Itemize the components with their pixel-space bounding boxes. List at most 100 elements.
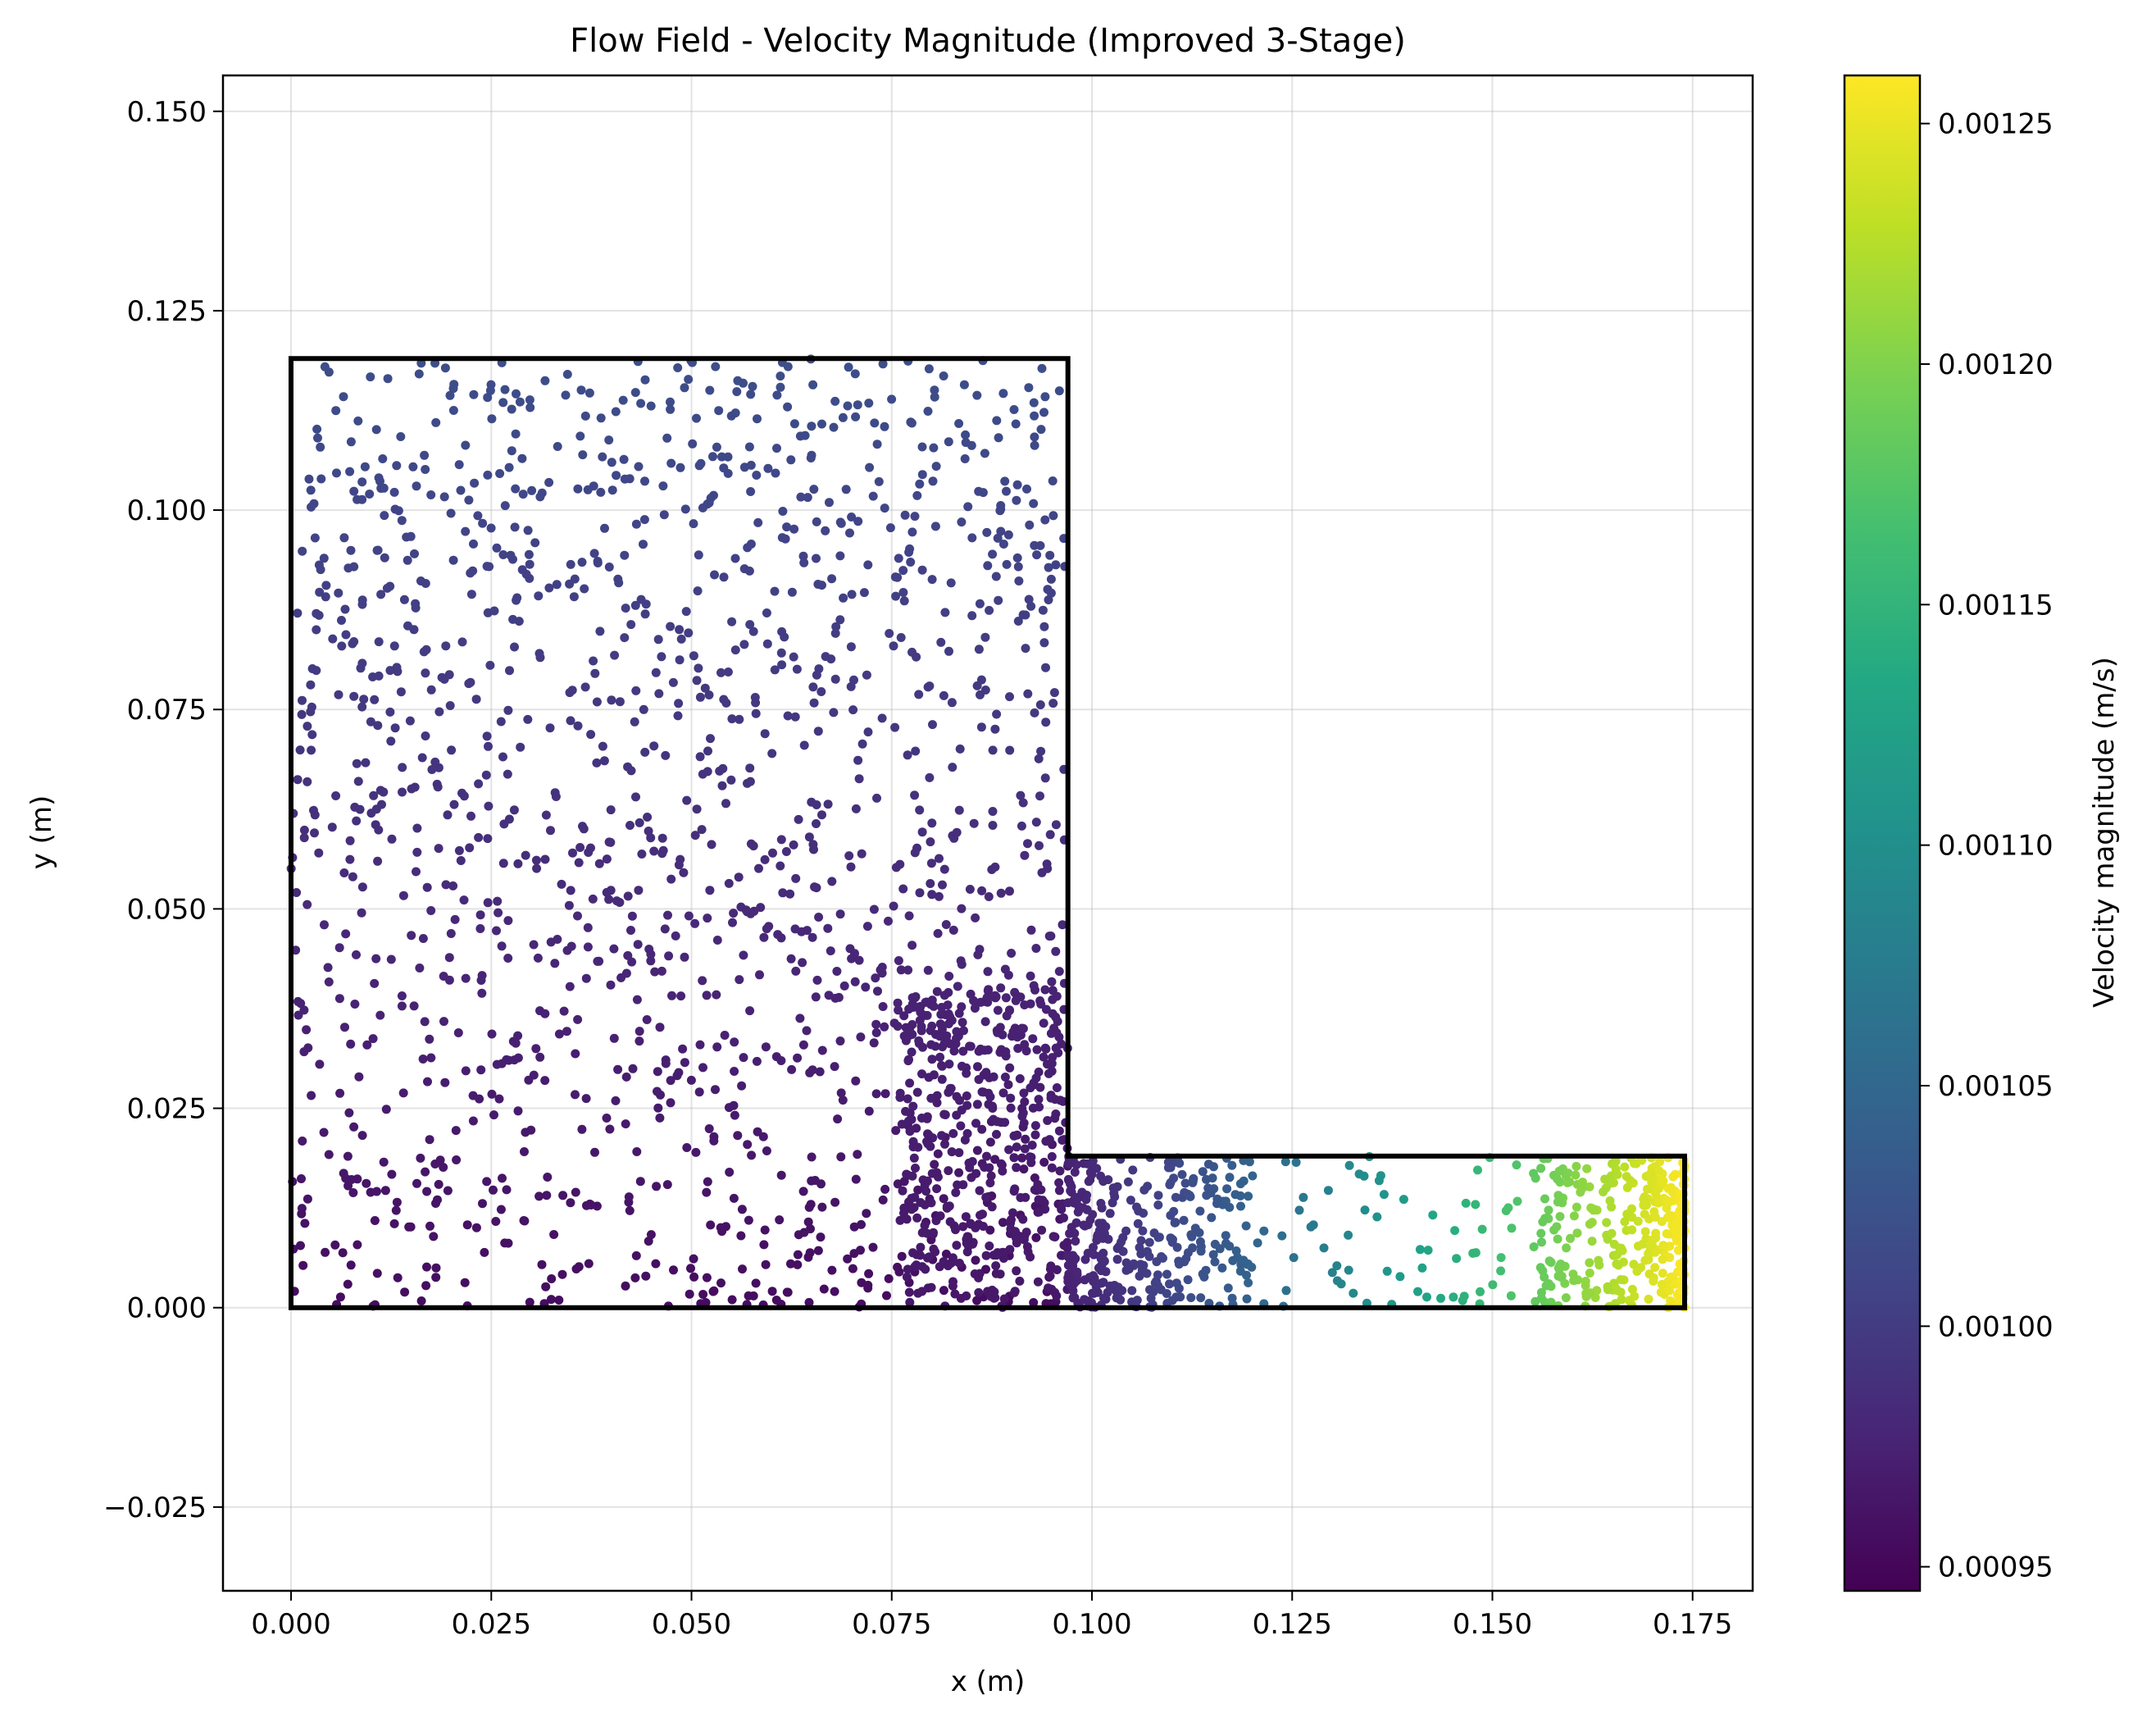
scatter-point xyxy=(925,772,935,782)
scatter-point xyxy=(1195,1206,1205,1216)
scatter-point xyxy=(853,1150,862,1159)
scatter-point xyxy=(666,874,676,884)
scatter-point xyxy=(426,490,436,499)
scatter-point xyxy=(1058,1096,1068,1106)
scatter-point xyxy=(908,1248,917,1258)
scatter-point xyxy=(566,941,576,951)
scatter-point xyxy=(930,1041,940,1051)
scatter-point xyxy=(1248,1171,1258,1181)
scatter-point xyxy=(994,595,1003,605)
scatter-point xyxy=(484,801,494,811)
scatter-point xyxy=(1054,1186,1064,1196)
scatter-point xyxy=(316,442,325,452)
scatter-point xyxy=(896,965,906,975)
scatter-point xyxy=(960,454,970,463)
scatter-point xyxy=(874,476,884,486)
scatter-point xyxy=(430,757,440,767)
scatter-point xyxy=(1037,1225,1047,1235)
scatter-point xyxy=(343,1181,353,1191)
scatter-point xyxy=(776,382,785,392)
scatter-point xyxy=(489,1110,498,1120)
scatter-point xyxy=(895,1088,905,1098)
scatter-point xyxy=(1012,480,1022,490)
scatter-point xyxy=(1171,1192,1180,1202)
scatter-point xyxy=(557,1269,567,1279)
scatter-point xyxy=(739,1053,748,1063)
scatter-point xyxy=(457,788,466,798)
scatter-point xyxy=(929,1001,939,1011)
scatter-point xyxy=(748,1291,758,1301)
scatter-point xyxy=(798,1040,808,1050)
scatter-point xyxy=(1198,1167,1208,1177)
scatter-point xyxy=(321,581,331,590)
y-tick-label: 0.025 xyxy=(127,1093,207,1126)
scatter-point xyxy=(414,369,424,379)
scatter-point xyxy=(1010,1287,1020,1296)
scatter-point xyxy=(468,1116,478,1126)
scatter-point xyxy=(907,418,917,428)
scatter-point xyxy=(434,1179,443,1189)
scatter-point xyxy=(298,546,307,556)
scatter-point xyxy=(378,454,388,463)
scatter-point xyxy=(708,452,717,462)
scatter-point xyxy=(829,708,839,718)
scatter-point xyxy=(761,1260,771,1269)
scatter-point xyxy=(1039,622,1049,631)
scatter-point xyxy=(971,913,980,922)
scatter-point xyxy=(621,1281,630,1291)
scatter-point xyxy=(634,886,644,895)
scatter-point xyxy=(759,932,769,942)
scatter-point xyxy=(655,1113,665,1123)
scatter-point xyxy=(1658,1269,1667,1278)
scatter-point xyxy=(602,1114,612,1123)
scatter-point xyxy=(940,1139,949,1149)
scatter-point xyxy=(972,390,982,400)
scatter-point xyxy=(904,1197,913,1207)
scatter-point xyxy=(692,413,701,423)
scatter-point xyxy=(651,667,661,677)
scatter-point xyxy=(817,419,826,429)
scatter-point xyxy=(900,510,910,520)
scatter-point xyxy=(1006,1093,1016,1103)
scatter-point xyxy=(1005,886,1014,896)
scatter-point xyxy=(314,560,324,570)
scatter-point xyxy=(1030,440,1039,450)
scatter-point xyxy=(596,487,606,497)
scatter-point xyxy=(983,1045,993,1055)
scatter-point xyxy=(960,1135,970,1145)
scatter-point xyxy=(901,1106,911,1116)
scatter-point xyxy=(439,492,449,502)
scatter-point xyxy=(1210,1257,1220,1267)
scatter-point xyxy=(540,854,550,864)
scatter-point xyxy=(631,519,641,529)
scatter-point xyxy=(443,1186,453,1196)
scatter-point xyxy=(1153,1270,1162,1280)
scatter-point xyxy=(557,879,566,889)
scatter-point xyxy=(1124,1264,1134,1274)
scatter-point xyxy=(830,1197,840,1207)
scatter-point xyxy=(1651,1190,1661,1200)
scatter-point xyxy=(369,790,379,800)
scatter-point xyxy=(1001,1047,1011,1057)
scatter-point xyxy=(977,1124,987,1134)
scatter-point xyxy=(425,1034,434,1044)
scatter-point xyxy=(994,433,1003,443)
scatter-point xyxy=(922,1228,932,1238)
scatter-point xyxy=(926,1282,936,1292)
scatter-point xyxy=(1413,1287,1422,1296)
x-axis: 0.000 0.025 0.050 0.075 0.100 0.125 0.150 0.175 xyxy=(251,1591,1732,1641)
scatter-point xyxy=(1025,520,1035,530)
scatter-point xyxy=(1045,550,1055,560)
scatter-point xyxy=(421,731,430,740)
scatter-point xyxy=(929,1244,939,1254)
scatter-point xyxy=(944,1059,954,1069)
scatter-point xyxy=(783,362,793,371)
scatter-point xyxy=(1242,1294,1252,1304)
scatter-point xyxy=(835,615,845,625)
scatter-point xyxy=(1291,1158,1301,1167)
scatter-point xyxy=(1051,1109,1061,1118)
scatter-point xyxy=(1044,1283,1053,1293)
scatter-point xyxy=(561,390,571,400)
scatter-point xyxy=(1241,1221,1251,1231)
scatter-point xyxy=(1188,1243,1198,1253)
